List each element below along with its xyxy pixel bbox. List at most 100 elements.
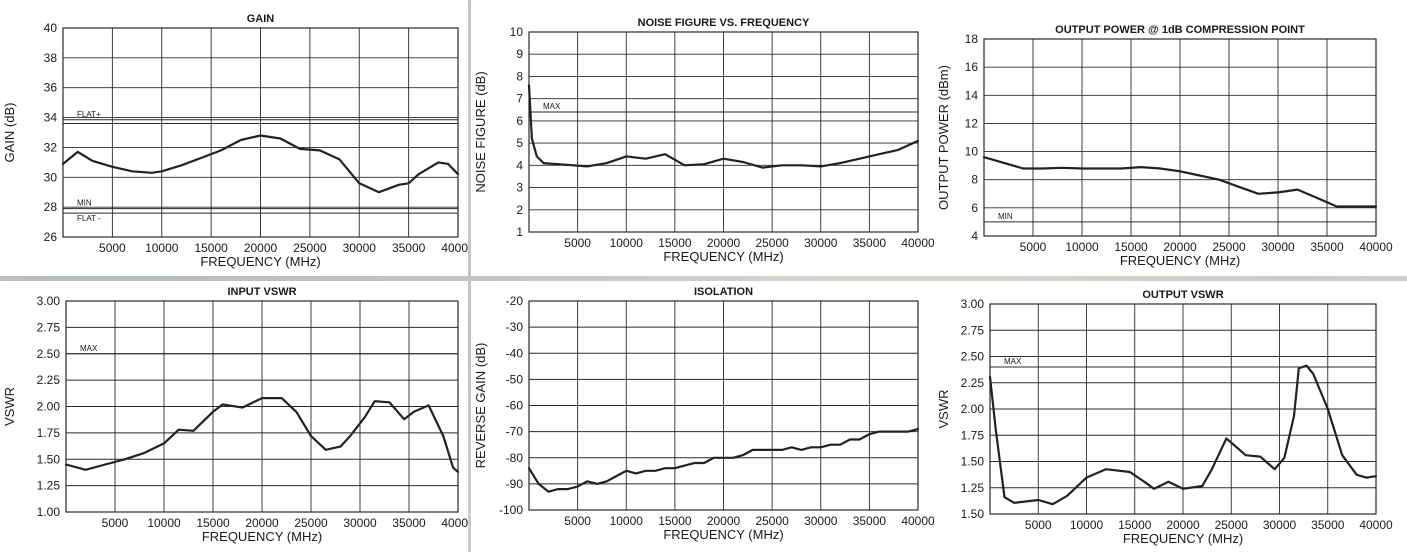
- noise-figure-vs-frequency-title: NOISE FIGURE VS. FREQUENCY: [638, 17, 810, 29]
- input-vswr-x-tick-label: 10000: [147, 516, 181, 530]
- noise-figure-vs-frequency-y-tick-label: 5: [516, 136, 523, 150]
- isolation-y-tick-label: -60: [506, 399, 524, 413]
- isolation-x-tick-label: 15000: [658, 514, 692, 528]
- output-power-1db-compression-point-title: OUTPUT POWER @ 1dB COMPRESSION POINT: [1055, 24, 1305, 36]
- output-power-1db-compression-point-x-tick-label: 25000: [1212, 240, 1246, 254]
- output-power-1db-compression-point-x-axis-label: FREQUENCY (MHz): [1120, 253, 1240, 268]
- input-vswr-x-tick-label: 35000: [392, 516, 426, 530]
- gain-series-line: [61, 134, 460, 194]
- input-vswr-x-tick-label: 25000: [294, 516, 328, 530]
- noise-figure-vs-frequency-x-tick-label: 15000: [658, 236, 692, 250]
- isolation-y-tick-label: -90: [506, 477, 524, 491]
- noise-figure-vs-frequency-x-tick-label: 25000: [755, 236, 789, 250]
- output-vswr-y-tick-label: 2.75: [961, 323, 985, 337]
- output-power-1db-compression-point-series-line: [982, 156, 1378, 208]
- isolation-x-tick-label: 10000: [610, 514, 644, 528]
- output-vswr-x-tick-label: 20000: [1166, 518, 1200, 532]
- chart-output-power: OUTPUT POWER @ 1dB COMPRESSION POINT 4 6 8 1…: [936, 24, 1393, 268]
- gain-y-tick-label: 32: [44, 140, 58, 154]
- isolation-y-tick-label: -100: [499, 503, 523, 517]
- isolation-x-tick-label: 5000: [564, 514, 591, 528]
- gain-y-tick-label: 26: [44, 230, 58, 244]
- chart-panel-gain: GAIN 26 28 30 32 34 36 38 40 5000 10000 15000 20000 2…: [0, 0, 468, 276]
- output-vswr-y-tick-label: 1.25: [961, 481, 985, 495]
- noise-figure-vs-frequency-y-tick-label: 7: [516, 92, 523, 106]
- input-vswr-x-tick-label: 40000: [441, 516, 468, 530]
- noise-figure-vs-frequency-y-tick-label: 6: [516, 114, 523, 128]
- output-vswr-x-tick-label: 30000: [1263, 518, 1297, 532]
- noise-figure-vs-frequency-x-tick-label: 20000: [707, 236, 741, 250]
- isolation-series-line: [527, 427, 920, 493]
- output-power-1db-compression-point-y-tick-label: 16: [965, 60, 979, 74]
- chart-noise-figure: NOISE FIGURE VS. FREQUENCY 1 2 3 4 5 6 7 8 9 10 500…: [473, 17, 935, 264]
- noise-figure-vs-frequency-y-tick-label: 8: [516, 69, 523, 83]
- isolation-y-tick-label: -30: [506, 320, 524, 334]
- input-vswr-y-tick-label: 1.50: [37, 452, 61, 466]
- isolation-x-tick-label: 35000: [853, 514, 887, 528]
- gain-x-tick-label: 15000: [194, 241, 228, 255]
- input-vswr-y-tick-label: 1.75: [37, 426, 61, 440]
- gain-spec-label: FLAT -: [77, 214, 101, 223]
- gain-y-tick-label: 30: [44, 170, 58, 184]
- isolation-y-tick-label: -70: [506, 425, 524, 439]
- output-vswr-x-axis-label: FREQUENCY (MHz): [1123, 531, 1243, 546]
- isolation-y-tick-label: -20: [506, 294, 524, 308]
- gain-y-tick-label: 40: [44, 21, 58, 35]
- gain-y-tick-label: 38: [44, 51, 58, 65]
- gain-x-axis-label: FREQUENCY (MHz): [200, 254, 320, 269]
- output-vswr-y-tick-label: 1.75: [961, 428, 985, 442]
- output-vswr-y-tick-label: 2.25: [961, 376, 985, 390]
- output-power-1db-compression-point-y-tick-label: 14: [965, 88, 979, 102]
- output-vswr-x-tick-label: 5000: [1025, 518, 1052, 532]
- chart-panel-isolation: ISOLATION -100 -90 -80 -70 -60 -50 -40 -30 -20 500…: [471, 281, 943, 552]
- isolation-x-tick-label: 30000: [804, 514, 838, 528]
- output-power-1db-compression-point-y-tick-label: 10: [965, 145, 979, 159]
- input-vswr-title: INPUT VSWR: [227, 286, 296, 298]
- isolation-y-tick-label: -50: [506, 372, 524, 386]
- gain-x-tick-label: 35000: [392, 241, 426, 255]
- input-vswr-x-tick-label: 20000: [245, 516, 279, 530]
- gain-y-tick-label: 36: [44, 81, 58, 95]
- noise-figure-vs-frequency-y-tick-label: 2: [516, 203, 523, 217]
- output-power-1db-compression-point-x-tick-label: 30000: [1261, 240, 1295, 254]
- input-vswr-y-tick-label: 1.00: [37, 505, 61, 519]
- output-power-1db-compression-point-x-tick-label: 35000: [1310, 240, 1344, 254]
- output-power-1db-compression-point-y-tick-label: 12: [965, 116, 979, 130]
- gain-x-tick-label: 20000: [244, 241, 278, 255]
- chart-panel-input-vswr: INPUT VSWR 1.00 1.25 1.50 1.75 2.00 2.25 2.50 2.…: [0, 281, 468, 552]
- noise-figure-vs-frequency-x-axis-label: FREQUENCY (MHz): [663, 249, 783, 264]
- output-vswr-y-tick-label: 1.50: [961, 455, 985, 469]
- noise-figure-vs-frequency-y-tick-label: 10: [510, 25, 524, 39]
- output-vswr-x-tick-label: 15000: [1118, 518, 1152, 532]
- gain-x-tick-label: 40000: [441, 241, 468, 255]
- chart-input-vswr: INPUT VSWR 1.00 1.25 1.50 1.75 2.00 2.25 2.50 2.…: [2, 286, 468, 544]
- chart-panel-noise-figure: NOISE FIGURE VS. FREQUENCY 1 2 3 4 5 6 7 8 9 10 500…: [471, 0, 943, 276]
- isolation-x-tick-label: 20000: [707, 514, 741, 528]
- noise-figure-vs-frequency-y-tick-label: 1: [516, 225, 523, 239]
- isolation-y-axis-label: REVERSE GAIN (dB): [473, 343, 488, 469]
- output-power-1db-compression-point-y-axis-label: OUTPUT POWER (dBm): [936, 65, 951, 210]
- output-vswr-x-tick-label: 25000: [1215, 518, 1249, 532]
- gain-x-tick-label: 10000: [145, 241, 179, 255]
- isolation-y-tick-label: -40: [506, 346, 524, 360]
- output-power-1db-compression-point-y-tick-label: 8: [971, 173, 978, 187]
- gain-x-tick-label: 30000: [343, 241, 377, 255]
- noise-figure-vs-frequency-x-tick-label: 35000: [853, 236, 887, 250]
- gain-title: GAIN: [247, 13, 275, 25]
- input-vswr-y-tick-label: 2.75: [37, 320, 61, 334]
- input-vswr-x-tick-label: 5000: [102, 516, 129, 530]
- output-power-1db-compression-point-x-tick-label: 5000: [1020, 240, 1047, 254]
- output-vswr-x-tick-label: 40000: [1359, 518, 1393, 532]
- output-power-1db-compression-point-x-tick-label: 15000: [1114, 240, 1148, 254]
- output-vswr-y-tick-label: 1.50: [961, 507, 985, 521]
- chart-output-vswr: OUTPUT VSWR 1.50 1.25 1.50 1.75 2.00 2.25 2.50 2…: [936, 289, 1393, 546]
- output-vswr-y-tick-label: 3.00: [961, 297, 985, 311]
- isolation-y-tick-label: -80: [506, 451, 524, 465]
- input-vswr-y-tick-label: 2.00: [37, 400, 61, 414]
- output-vswr-y-tick-label: 2.00: [961, 402, 985, 416]
- noise-figure-vs-frequency-y-axis-label: NOISE FIGURE (dB): [473, 71, 488, 192]
- noise-figure-vs-frequency-y-tick-label: 3: [516, 181, 523, 195]
- chart-isolation: ISOLATION -100 -90 -80 -70 -60 -50 -40 -30 -20 500…: [473, 286, 935, 542]
- output-power-1db-compression-point-y-tick-label: 4: [971, 229, 978, 243]
- output-vswr-series-line: [988, 364, 1378, 506]
